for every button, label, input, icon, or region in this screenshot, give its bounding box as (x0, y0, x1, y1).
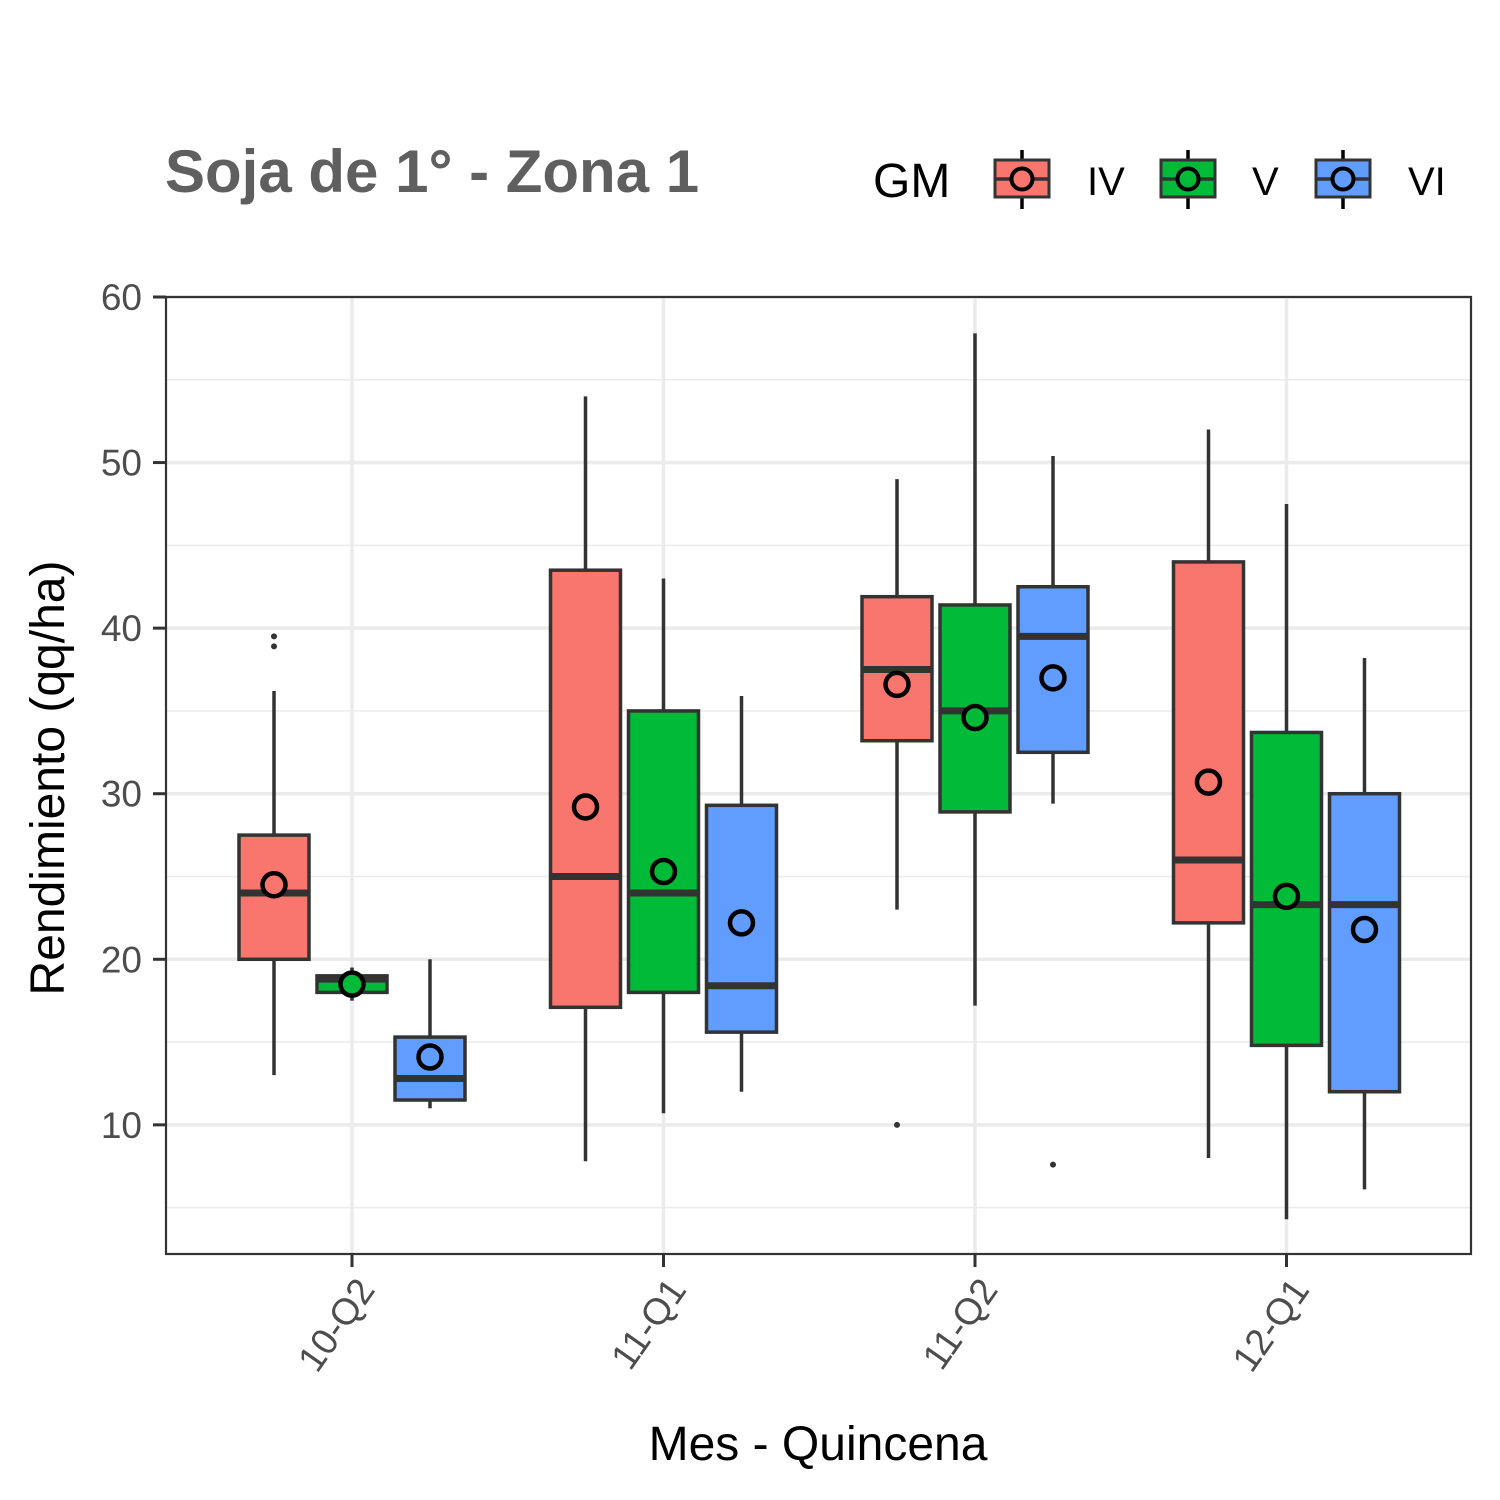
outlier-point (894, 1121, 900, 1128)
series-VI (393, 455, 1402, 1190)
legend-key-mean (1330, 166, 1356, 192)
y-axis-title: Rendimiento (qq/ha) (22, 561, 75, 996)
mean-point (1194, 768, 1223, 796)
mean-point (1272, 882, 1301, 911)
box-V-11-Q1 (626, 709, 701, 995)
mean-point (260, 871, 288, 899)
legend-key-mean (1175, 166, 1201, 192)
panel-border (164, 295, 1473, 1256)
x-axis-title: Mes - Quincena (649, 1418, 988, 1471)
legend: IV V VI (993, 150, 1446, 209)
outlier-point (271, 643, 277, 650)
outlier-point (271, 633, 277, 640)
series-IV (237, 396, 1246, 1162)
legend-label-IV: IV (1087, 160, 1125, 204)
y-tick-label: 60 (101, 277, 142, 318)
y-tick-label: 40 (101, 608, 142, 649)
mean-point (1039, 664, 1067, 692)
box-IV-11-Q1 (548, 568, 623, 1010)
mean-point (416, 1043, 444, 1071)
mean-point (1350, 915, 1379, 944)
outlier-point (1050, 1161, 1056, 1168)
legend-label-V: V (1252, 160, 1279, 204)
box-IV-12-Q1 (1171, 560, 1246, 925)
legend-item-V: V (1159, 150, 1279, 209)
y-tick-label: 50 (101, 443, 142, 484)
legend-label-VI: VI (1408, 160, 1446, 204)
chart-title: Soja de 1° - Zona 1 (165, 138, 699, 205)
legend-key-mean (1009, 166, 1035, 192)
mean-point (338, 970, 366, 998)
mean-point (727, 909, 756, 937)
mean-point (649, 857, 678, 886)
mean-point (883, 670, 911, 699)
legend-item-VI: VI (1314, 150, 1446, 209)
mean-point (961, 703, 989, 732)
y-tick-label: 10 (101, 1105, 142, 1146)
y-tick-label: 20 (101, 939, 142, 980)
y-tick-label: 30 (101, 774, 142, 815)
legend-title: GM (873, 155, 950, 208)
box-IV-10-Q2 (237, 833, 311, 962)
legend-item-IV: IV (993, 150, 1125, 209)
box-VI-11-Q1 (704, 803, 779, 1034)
mean-point (571, 793, 600, 821)
series-V (315, 333, 1324, 1220)
